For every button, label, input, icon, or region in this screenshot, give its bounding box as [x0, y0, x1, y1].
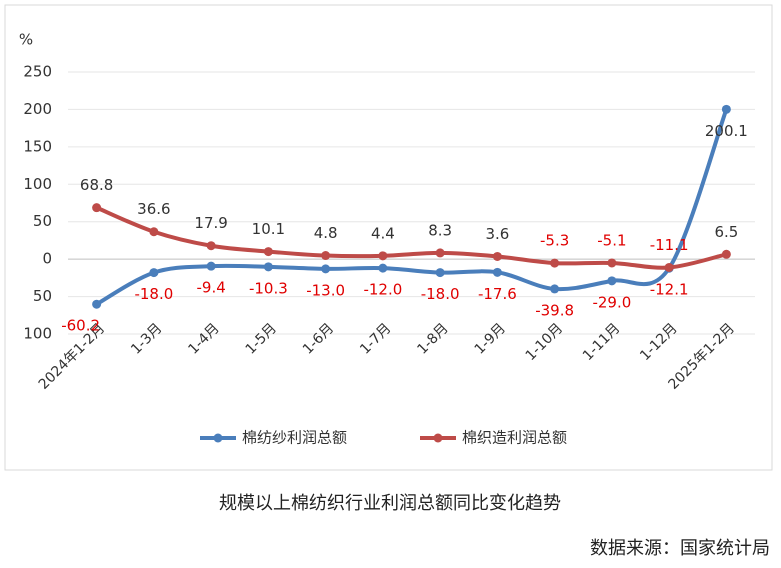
- y-tick-label: 100: [23, 325, 52, 343]
- data-label: -18.0: [421, 285, 460, 303]
- source: 数据来源：国家统计局: [590, 538, 770, 559]
- legend-label: 棉织造利润总额: [462, 429, 567, 447]
- y-tick-label: 0: [42, 250, 52, 268]
- legend-marker: [213, 433, 223, 443]
- marker: [378, 251, 388, 261]
- data-label: 10.1: [252, 220, 285, 238]
- marker: [378, 263, 388, 273]
- marker: [607, 258, 617, 268]
- data-label: -39.8: [535, 301, 574, 319]
- data-label: 36.6: [137, 200, 170, 218]
- data-label: -12.0: [363, 281, 402, 299]
- y-tick-label: 50: [33, 212, 52, 230]
- legend-label: 棉纺纱利润总额: [242, 429, 347, 447]
- data-label: 4.8: [314, 224, 338, 242]
- marker: [664, 262, 674, 272]
- data-label: -17.6: [478, 285, 517, 303]
- marker: [92, 299, 102, 309]
- y-tick-label: 150: [23, 137, 52, 155]
- data-label: 17.9: [194, 214, 227, 232]
- data-label: -9.4: [196, 279, 225, 297]
- data-label: 3.6: [485, 225, 509, 243]
- line: [95, 205, 727, 270]
- data-label: -29.0: [592, 293, 631, 311]
- marker: [263, 262, 273, 272]
- legend-marker: [433, 433, 443, 443]
- marker: [206, 261, 216, 271]
- data-label: 68.8: [80, 176, 113, 194]
- marker: [149, 268, 159, 278]
- data-label: -13.0: [306, 281, 345, 299]
- data-label: 8.3: [428, 221, 452, 239]
- marker: [492, 251, 502, 261]
- marker: [321, 264, 331, 274]
- marker: [263, 247, 273, 257]
- marker: [206, 241, 216, 251]
- data-label: -5.1: [597, 231, 626, 249]
- marker: [607, 276, 617, 286]
- data-label: -10.3: [249, 279, 288, 297]
- marker: [550, 258, 560, 268]
- marker: [92, 203, 102, 213]
- data-label: 200.1: [705, 122, 748, 140]
- y-tick-label: 50: [33, 287, 52, 305]
- data-label: -60.2: [61, 317, 100, 335]
- chart-title: 规模以上棉纺织行业利润总额同比变化趋势: [219, 493, 561, 514]
- data-label: -11.1: [650, 236, 689, 254]
- y-tick-label: 200: [23, 100, 52, 118]
- chart-frame: [4, 4, 773, 471]
- y-axis-label: %: [19, 31, 33, 49]
- marker: [321, 251, 331, 261]
- marker: [721, 249, 731, 259]
- marker: [149, 227, 159, 237]
- data-label: 4.4: [371, 224, 395, 242]
- marker: [435, 248, 445, 258]
- data-label: -5.3: [540, 232, 569, 250]
- marker: [721, 104, 731, 114]
- data-label: -18.0: [134, 285, 173, 303]
- data-label: 6.5: [714, 223, 738, 241]
- y-tick-label: 100: [23, 175, 52, 193]
- marker: [550, 284, 560, 294]
- data-label: -12.1: [650, 281, 689, 299]
- marker: [435, 268, 445, 278]
- marker: [492, 267, 502, 277]
- y-tick-label: 250: [23, 63, 52, 81]
